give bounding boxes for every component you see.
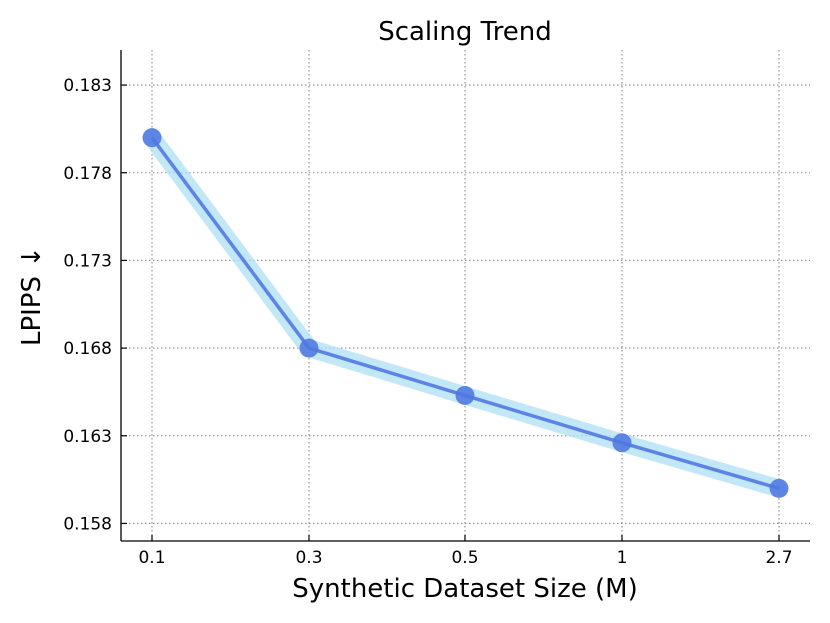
x-tick-label: 0.5 [451, 548, 478, 568]
y-tick-label: 0.183 [63, 76, 112, 96]
series-layer [142, 128, 789, 498]
y-tick-label: 0.158 [63, 514, 112, 534]
x-tick-label: 0.3 [295, 548, 322, 568]
x-tick-label: 1 [617, 548, 628, 568]
x-axis-label: Synthetic Dataset Size (M) [292, 574, 637, 604]
x-tick-label: 2.7 [765, 548, 792, 568]
y-tick-label: 0.163 [63, 427, 112, 447]
data-point [142, 128, 162, 148]
data-point [612, 433, 632, 453]
y-ticks: 0.158 0.163 0.168 0.173 0.178 0.183 [63, 76, 127, 534]
x-ticks: 0.1 0.3 0.5 1 2.7 [138, 535, 793, 568]
grid-lines [121, 50, 810, 541]
x-tick-label: 0.1 [138, 548, 165, 568]
data-point [769, 478, 789, 498]
y-tick-label: 0.168 [63, 339, 112, 359]
data-point [455, 385, 475, 405]
y-axis-label: LPIPS ↓ [17, 246, 47, 346]
data-point [299, 338, 319, 358]
y-tick-label: 0.178 [63, 164, 112, 184]
y-tick-label: 0.173 [63, 251, 112, 271]
chart-title: Scaling Trend [378, 17, 552, 47]
